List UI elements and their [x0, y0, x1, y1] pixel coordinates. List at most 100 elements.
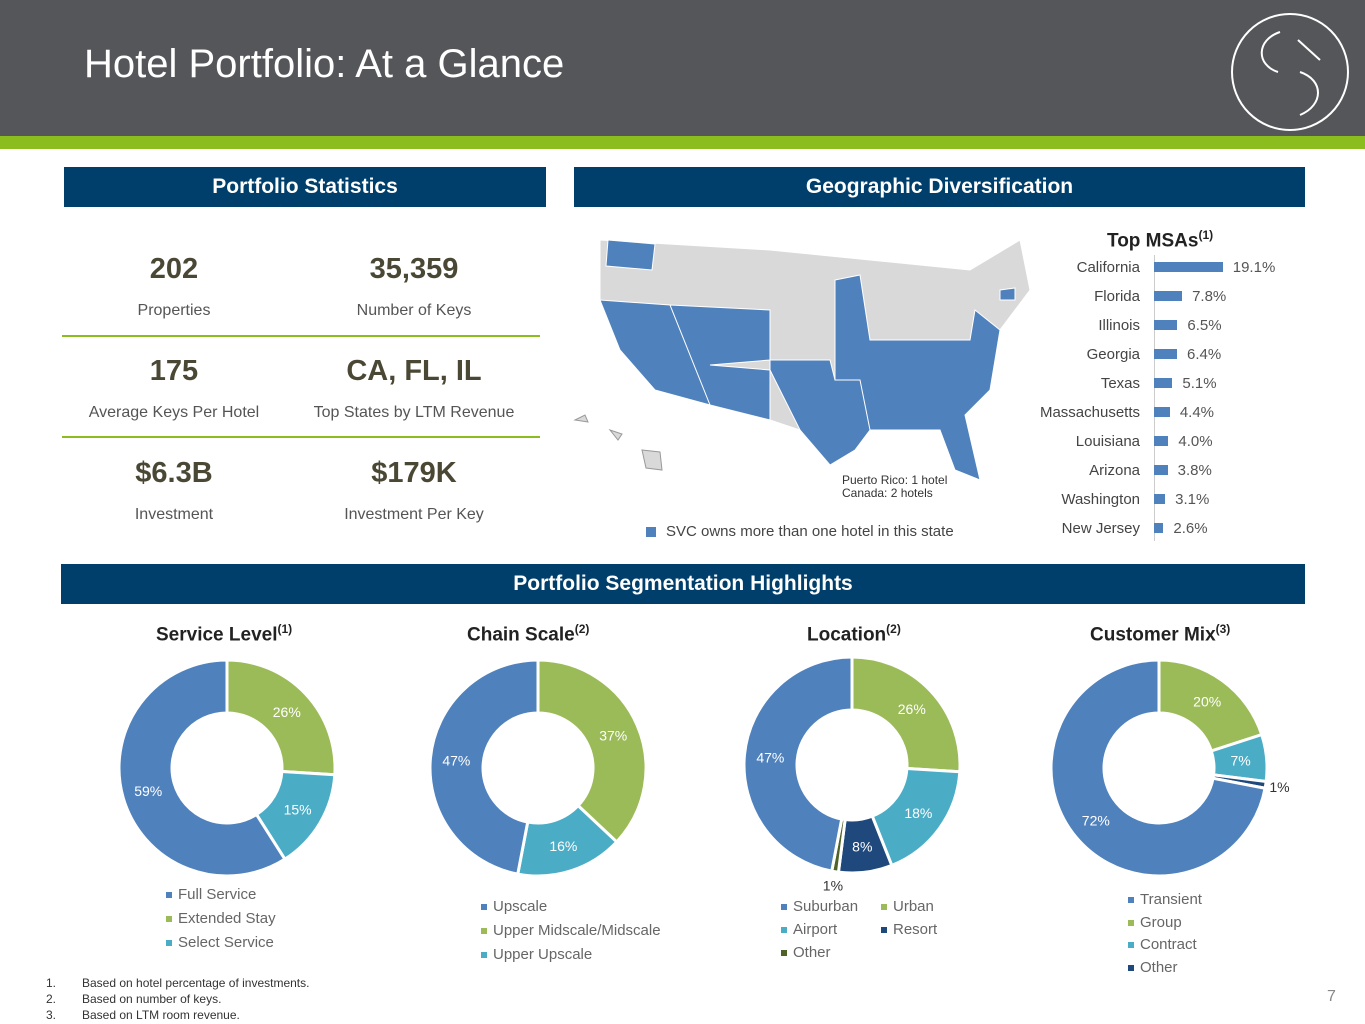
geographic-diversification-header: Geographic Diversification — [574, 167, 1305, 207]
legend-swatch — [1128, 964, 1134, 971]
stat-2: 175 Average Keys Per Hotel — [54, 355, 294, 422]
stat-0: 202 Properties — [54, 253, 294, 320]
accent-stripe — [0, 136, 1365, 149]
legend-label: Other — [793, 944, 831, 961]
msa-bar — [1154, 291, 1183, 301]
legend-item: Upper Midscale/Midscale — [481, 919, 661, 943]
donut-legend: Full Service Extended Stay Select Service — [166, 883, 276, 955]
donut-label: 18% — [904, 805, 932, 821]
msa-value: 3.8% — [1177, 461, 1212, 479]
donut-label: 47% — [442, 752, 470, 768]
msa-label: Florida — [1094, 287, 1140, 305]
stat-label: Properties — [137, 302, 211, 319]
legend-label: Upper Midscale/Midscale — [493, 922, 661, 939]
map-note-puerto-rico: Puerto Rico: 1 hotel — [842, 473, 948, 487]
legend-swatch — [646, 527, 656, 538]
divider — [62, 436, 540, 438]
donut-title: Service Level(1) — [156, 622, 293, 646]
msa-chart-title: Top MSAs(1) — [1107, 228, 1214, 252]
donut-slice-urban — [850, 655, 962, 774]
legend-item: Contract — [1128, 934, 1202, 957]
msa-label: Arizona — [1089, 461, 1140, 479]
msa-bar-row: Florida 7.8% — [1030, 286, 1226, 306]
msa-value: 2.6% — [1173, 519, 1208, 537]
donut-label: 26% — [898, 701, 926, 717]
msa-value: 4.0% — [1178, 432, 1213, 450]
legend-swatch — [481, 928, 487, 935]
msa-bar — [1154, 436, 1169, 446]
legend-swatch — [881, 927, 887, 934]
donut-chart: 26% 15% 59% — [117, 658, 337, 878]
legend-label: Full Service — [178, 886, 257, 903]
msa-bar — [1154, 407, 1170, 417]
msa-bar-row: Louisiana 4.0% — [1030, 431, 1213, 451]
legend-label: Resort — [893, 921, 938, 938]
msa-bar — [1154, 262, 1223, 272]
donut-label: 1% — [823, 877, 843, 893]
msa-bar — [1154, 465, 1168, 475]
legend-item: Other — [1128, 957, 1202, 980]
stat-4: $6.3B Investment — [54, 457, 294, 524]
stat-1: 35,359 Number of Keys — [294, 253, 534, 320]
donut-label: 20% — [1193, 694, 1221, 710]
msa-bar — [1154, 349, 1178, 359]
donut-label: 1% — [1269, 779, 1289, 795]
msa-value: 4.4% — [1179, 403, 1215, 421]
msa-value: 6.4% — [1187, 345, 1222, 363]
portfolio-statistics-header: Portfolio Statistics — [64, 167, 546, 207]
legend-item: Transient — [1128, 889, 1202, 912]
msa-value: 19.1% — [1232, 258, 1276, 276]
msa-bar-row: Washington 3.1% — [1030, 489, 1209, 509]
stat-value: 175 — [149, 355, 199, 387]
legend-item: Group — [1128, 912, 1202, 935]
donut-chart: 26% 18% 8% 1% 47% — [742, 655, 962, 893]
donut-label: 26% — [273, 704, 301, 720]
msa-bar — [1154, 320, 1178, 330]
legend-item: Urban — [881, 895, 981, 918]
map-note-canada: Canada: 2 hotels — [842, 486, 933, 500]
legend-label: Airport — [793, 921, 838, 938]
header-bar: Hotel Portfolio: At a Glance — [0, 0, 1365, 136]
donut-label: 59% — [134, 783, 162, 799]
msa-label: Illinois — [1098, 316, 1140, 334]
legend-item: Full Service — [166, 883, 276, 907]
donut-label: 8% — [852, 838, 872, 854]
stat-label: Investment — [134, 506, 214, 523]
msa-label: Massachusetts — [1039, 403, 1140, 421]
legend-swatch — [1128, 919, 1134, 926]
map-legend: SVC owns more than one hotel in this sta… — [646, 523, 954, 540]
msa-label: Louisiana — [1075, 432, 1140, 450]
legend-item: Upscale — [481, 895, 661, 919]
legend-label: Extended Stay — [178, 910, 276, 927]
donut-legend: Transient Group Contract Other — [1128, 889, 1202, 979]
legend-swatch — [166, 916, 172, 923]
stat-5: $179K Investment Per Key — [294, 457, 534, 524]
donut-slice-transient — [1049, 658, 1267, 878]
stat-value: $179K — [371, 457, 457, 489]
legend-item: Suburban — [781, 895, 881, 918]
msa-bar-row: Massachusetts 4.4% — [1030, 402, 1214, 422]
msa-label: California — [1076, 258, 1140, 276]
donut-label: 72% — [1082, 812, 1110, 828]
msa-bar-row: Illinois 6.5% — [1030, 315, 1221, 335]
donut-label: 47% — [756, 749, 784, 765]
stat-label: Average Keys Per Hotel — [88, 404, 260, 421]
legend-item: Select Service — [166, 931, 276, 955]
footnotes: 1. Based on hotel percentage of investmen… — [46, 976, 310, 1022]
stat-value: $6.3B — [135, 457, 213, 489]
msa-bar-row: New Jersey 2.6% — [1030, 518, 1208, 538]
donut-label: 16% — [549, 838, 577, 854]
legend-item: Upper Upscale — [481, 943, 661, 967]
stat-label: Top States by LTM Revenue — [313, 404, 515, 421]
stat-value: 202 — [149, 253, 199, 285]
msa-bar-row: California 19.1% — [1030, 257, 1276, 277]
legend-label: Transient — [1140, 891, 1202, 908]
legend-item: Extended Stay — [166, 907, 276, 931]
donut-label: 7% — [1231, 752, 1251, 768]
legend-item: Airport — [781, 918, 881, 941]
msa-value: 3.1% — [1175, 490, 1210, 508]
legend-swatch — [781, 927, 787, 934]
donut-label: 15% — [284, 802, 312, 818]
msa-bar — [1154, 494, 1166, 504]
msa-label: Texas — [1100, 374, 1140, 392]
